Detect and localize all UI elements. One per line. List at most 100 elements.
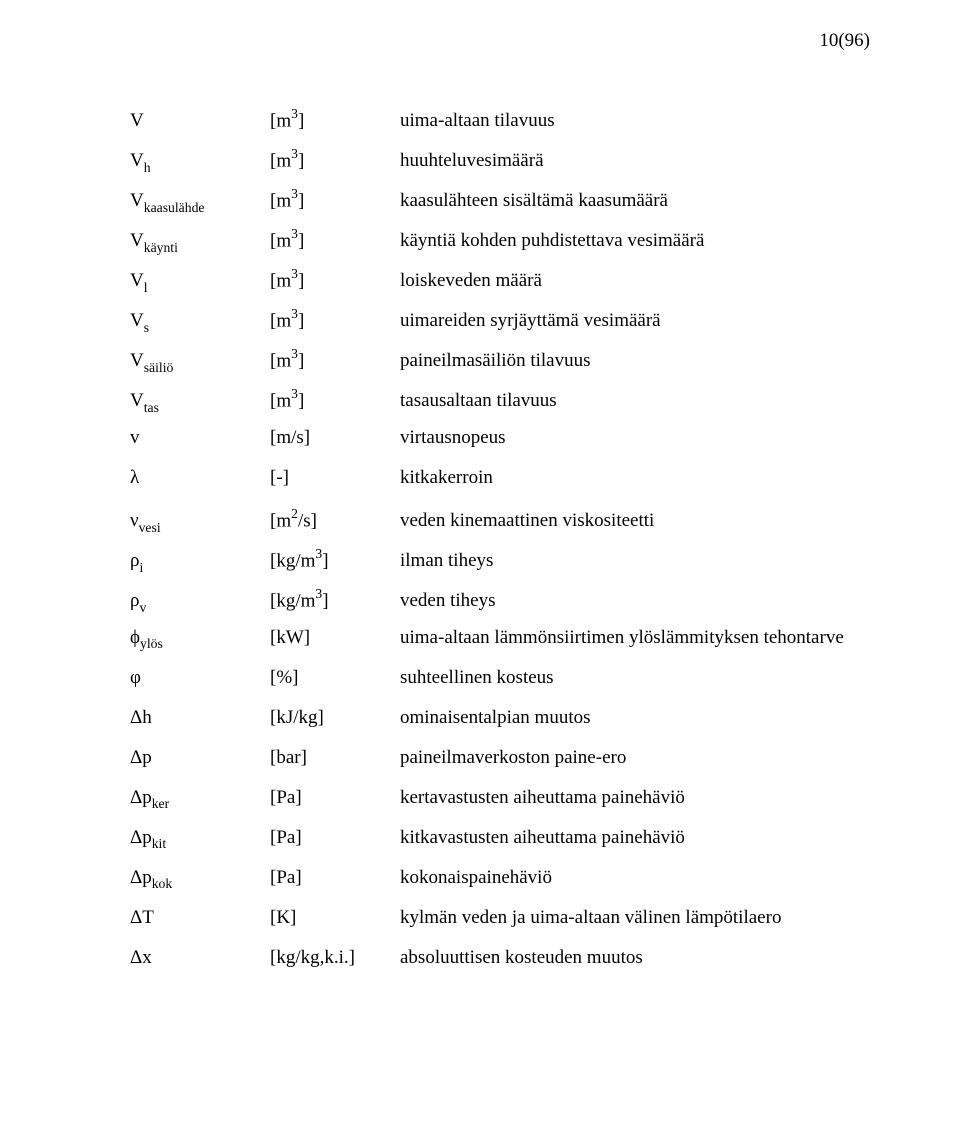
unit-open: [Pa] xyxy=(270,867,302,888)
description-cell: huuhteluvesimäärä xyxy=(400,148,870,188)
description-cell: kylmän veden ja uima-altaan välinen lämp… xyxy=(400,908,870,948)
unit-superscript: 3 xyxy=(291,346,298,361)
table-row: νvesi[m2/s]veden kinemaattinen viskosite… xyxy=(130,508,870,548)
unit-cell: [m3] xyxy=(270,348,400,388)
unit-superscript: 3 xyxy=(291,106,298,121)
symbol-cell: Vs xyxy=(130,308,270,348)
symbol-base: V xyxy=(130,270,144,291)
symbol-base: ν xyxy=(130,510,139,531)
symbol-cell: ΔT xyxy=(130,908,270,948)
description-cell: kertavastusten aiheuttama painehäviö xyxy=(400,788,870,828)
unit-cell: [m3] xyxy=(270,388,400,428)
definitions-table: V[m3]uima-altaan tilavuusVh[m3]huuhteluv… xyxy=(130,108,870,988)
table-row: Vkaasulähde[m3]kaasulähteen sisältämä ka… xyxy=(130,188,870,228)
unit-cell: [m3] xyxy=(270,148,400,188)
table-row: ϕylös[kW]uima-altaan lämmönsiirtimen ylö… xyxy=(130,628,870,668)
description-cell: uima-altaan lämmönsiirtimen ylöslämmityk… xyxy=(400,628,870,668)
unit-open: [kg/m xyxy=(270,590,315,611)
unit-open: [m xyxy=(270,230,291,251)
symbol-cell: ρi xyxy=(130,548,270,588)
unit-cell: [Pa] xyxy=(270,788,400,828)
description-cell: uimareiden syrjäyttämä vesimäärä xyxy=(400,308,870,348)
symbol-cell: νvesi xyxy=(130,508,270,548)
symbol-base: V xyxy=(130,310,144,331)
symbol-subscript: l xyxy=(144,280,148,295)
symbol-subscript: s xyxy=(144,320,149,335)
symbol-base: V xyxy=(130,150,144,171)
unit-superscript: 3 xyxy=(315,546,322,561)
table-row: v[m/s]virtausnopeus xyxy=(130,428,870,468)
symbol-cell: Vsäiliö xyxy=(130,348,270,388)
unit-cell: [kg/m3] xyxy=(270,588,400,628)
unit-open: [K] xyxy=(270,907,296,928)
unit-open: [kg/kg,k.i.] xyxy=(270,947,355,968)
unit-cell: [m2/s] xyxy=(270,508,400,548)
symbol-cell: φ xyxy=(130,668,270,708)
page-container: 10(96) V[m3]uima-altaan tilavuusVh[m3]hu… xyxy=(0,0,960,1036)
symbol-base: Δp xyxy=(130,827,152,848)
symbol-cell: Vl xyxy=(130,268,270,308)
symbol-base: λ xyxy=(130,467,139,488)
table-row: Vsäiliö[m3]paineilmasäiliön tilavuus xyxy=(130,348,870,388)
unit-close: ] xyxy=(298,110,304,131)
table-row: Δp[bar]paineilmaverkoston paine-ero xyxy=(130,748,870,788)
table-row: Vl[m3]loiskeveden määrä xyxy=(130,268,870,308)
description-cell: loiskeveden määrä xyxy=(400,268,870,308)
unit-open: [kg/m xyxy=(270,550,315,571)
unit-close: ] xyxy=(298,350,304,371)
description-cell: ominaisentalpian muutos xyxy=(400,708,870,748)
description-cell: uima-altaan tilavuus xyxy=(400,108,870,148)
unit-open: [m xyxy=(270,390,291,411)
page-number: 10(96) xyxy=(819,30,870,52)
table-row: φ[%]suhteellinen kosteus xyxy=(130,668,870,708)
symbol-cell: Δpker xyxy=(130,788,270,828)
symbol-base: V xyxy=(130,390,144,411)
symbol-cell: V xyxy=(130,108,270,148)
description-cell: veden tiheys xyxy=(400,588,870,628)
symbol-cell: v xyxy=(130,428,270,468)
symbol-subscript: säiliö xyxy=(144,360,174,375)
description-cell: absoluuttisen kosteuden muutos xyxy=(400,948,870,988)
description-cell: veden kinemaattinen viskositeetti xyxy=(400,508,870,548)
symbol-subscript: ker xyxy=(152,796,169,811)
unit-superscript: 3 xyxy=(291,186,298,201)
description-cell: kaasulähteen sisältämä kaasumäärä xyxy=(400,188,870,228)
symbol-cell: Vkäynti xyxy=(130,228,270,268)
unit-close: ] xyxy=(322,550,328,571)
unit-open: [m xyxy=(270,270,291,291)
unit-superscript: 3 xyxy=(291,386,298,401)
unit-cell: [m3] xyxy=(270,308,400,348)
description-cell: paineilmaverkoston paine-ero xyxy=(400,748,870,788)
symbol-subscript: vesi xyxy=(139,520,161,535)
unit-cell: [kg/kg,k.i.] xyxy=(270,948,400,988)
description-cell: kitkavastusten aiheuttama painehäviö xyxy=(400,828,870,868)
description-cell: ilman tiheys xyxy=(400,548,870,588)
unit-open: [m xyxy=(270,310,291,331)
symbol-base: V xyxy=(130,230,144,251)
symbol-cell: ϕylös xyxy=(130,628,270,668)
table-row: ΔT[K] kylmän veden ja uima-altaan välinen… xyxy=(130,908,870,948)
table-row: λ[-]kitkakerroin xyxy=(130,468,870,508)
symbol-base: v xyxy=(130,427,140,448)
description-cell: käyntiä kohden puhdistettava vesimäärä xyxy=(400,228,870,268)
unit-open: [m xyxy=(270,350,291,371)
table-row: Δpker[Pa]kertavastusten aiheuttama paine… xyxy=(130,788,870,828)
symbol-subscript: tas xyxy=(144,400,159,415)
unit-cell: [-] xyxy=(270,468,400,508)
unit-cell: [Pa] xyxy=(270,868,400,908)
unit-cell: [kW] xyxy=(270,628,400,668)
symbol-cell: Vh xyxy=(130,148,270,188)
table-row: Δpkok[Pa]kokonaispainehäviö xyxy=(130,868,870,908)
unit-open: [-] xyxy=(270,467,289,488)
table-row: Vh[m3]huuhteluvesimäärä xyxy=(130,148,870,188)
symbol-base: ϕ xyxy=(130,627,140,648)
unit-cell: [K] xyxy=(270,908,400,948)
description-cell: tasausaltaan tilavuus xyxy=(400,388,870,428)
unit-open: [m xyxy=(270,150,291,171)
unit-close: ] xyxy=(298,270,304,291)
unit-superscript: 2 xyxy=(291,506,298,521)
symbol-cell: Δpkok xyxy=(130,868,270,908)
unit-cell: [kg/m3] xyxy=(270,548,400,588)
symbol-subscript: ylös xyxy=(140,636,163,651)
table-row: Vs[m3]uimareiden syrjäyttämä vesimäärä xyxy=(130,308,870,348)
